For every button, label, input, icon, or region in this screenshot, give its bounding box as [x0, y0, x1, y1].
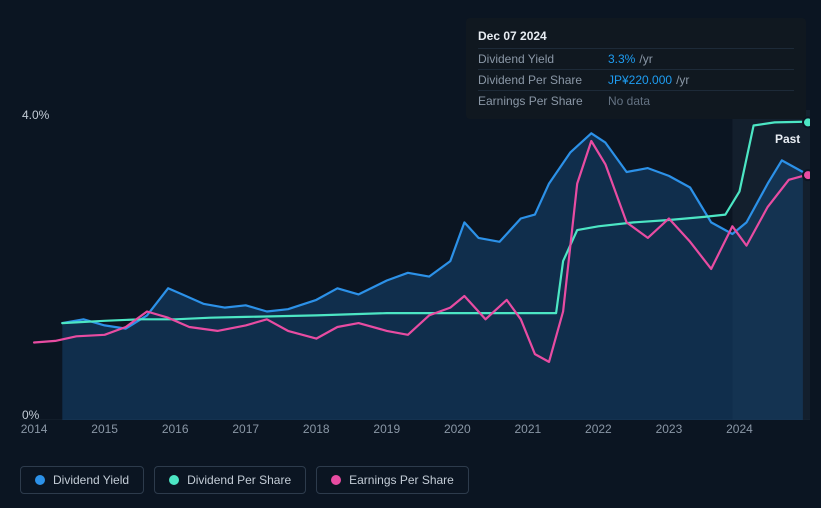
tooltip-row-label: Dividend Yield [478, 52, 608, 66]
chart-plot-area [20, 110, 810, 420]
tooltip-row: Earnings Per ShareNo data [478, 90, 794, 111]
tooltip-row-label: Dividend Per Share [478, 73, 608, 87]
tooltip-row-suffix: /yr [639, 52, 652, 66]
x-axis-tick: 2017 [232, 422, 259, 436]
tooltip-date: Dec 07 2024 [478, 26, 794, 48]
x-axis-tick: 2020 [444, 422, 471, 436]
legend-dot-icon [331, 475, 341, 485]
x-axis-tick: 2024 [726, 422, 753, 436]
legend-dot-icon [35, 475, 45, 485]
tooltip-row: Dividend Per ShareJP¥220.000/yr [478, 69, 794, 90]
x-axis-tick: 2023 [656, 422, 683, 436]
legend-label: Dividend Per Share [187, 473, 291, 487]
chart-legend: Dividend Yield Dividend Per Share Earnings… [20, 466, 469, 494]
tooltip-row-suffix: /yr [676, 73, 689, 87]
tooltip-row-value: 3.3% [608, 52, 635, 66]
x-axis-tick: 2018 [303, 422, 330, 436]
legend-toggle-dividend-per-share[interactable]: Dividend Per Share [154, 466, 306, 494]
x-axis-tick: 2016 [162, 422, 189, 436]
legend-toggle-dividend-yield[interactable]: Dividend Yield [20, 466, 144, 494]
series-area-dividend-yield [62, 133, 803, 420]
legend-label: Dividend Yield [53, 473, 129, 487]
end-marker-dps [803, 117, 810, 127]
tooltip-row-nodata: No data [608, 94, 650, 108]
past-region-label: Past [775, 132, 800, 146]
x-axis-tick: 2019 [373, 422, 400, 436]
tooltip-row: Dividend Yield3.3% /yr [478, 48, 794, 69]
dividend-chart: Dec 07 2024 Dividend Yield3.3%/yrDividen… [0, 0, 821, 508]
legend-toggle-earnings-per-share[interactable]: Earnings Per Share [316, 466, 469, 494]
x-axis-tick: 2021 [514, 422, 541, 436]
legend-label: Earnings Per Share [349, 473, 454, 487]
legend-dot-icon [169, 475, 179, 485]
tooltip-row-value: JP¥220.000 [608, 73, 672, 87]
x-axis-tick: 2014 [21, 422, 48, 436]
x-axis-tick: 2022 [585, 422, 612, 436]
end-marker-eps [803, 170, 810, 180]
tooltip-row-label: Earnings Per Share [478, 94, 608, 108]
chart-tooltip: Dec 07 2024 Dividend Yield3.3%/yrDividen… [466, 18, 806, 119]
x-axis-tick: 2015 [91, 422, 118, 436]
